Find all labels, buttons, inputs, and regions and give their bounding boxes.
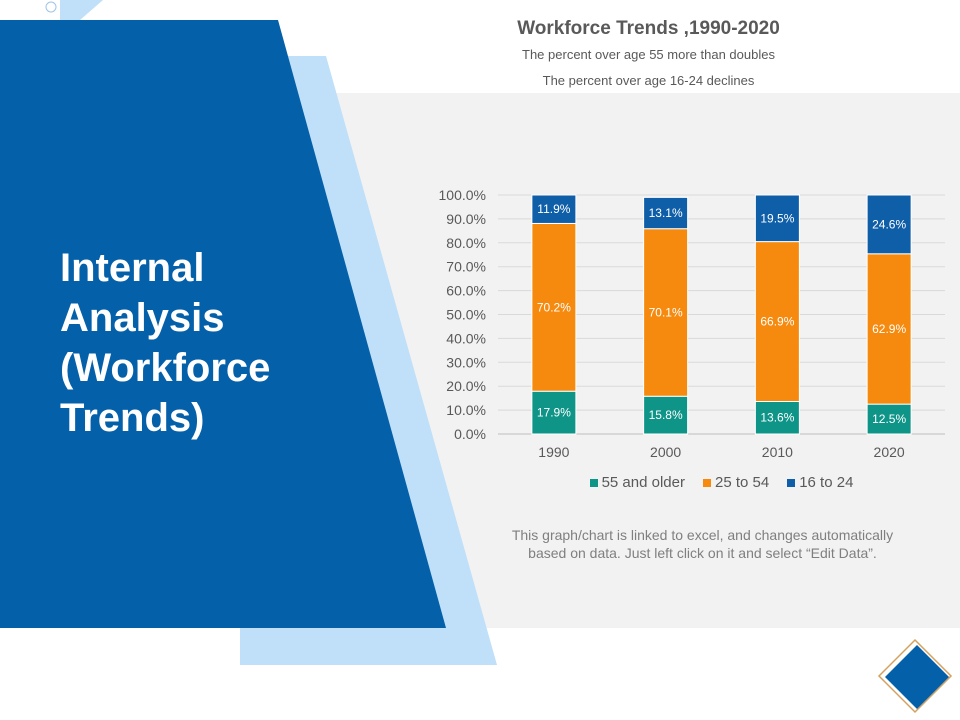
data-label: 70.2% xyxy=(537,300,571,314)
data-label: 24.6% xyxy=(872,217,906,231)
bar-segment xyxy=(531,194,577,224)
x-tick-label: 2020 xyxy=(874,444,905,460)
bar-segment xyxy=(754,400,800,435)
legend-swatch xyxy=(589,478,598,487)
bar-segment xyxy=(754,194,800,243)
y-tick-label: 50.0% xyxy=(446,307,486,323)
y-tick-label: 0.0% xyxy=(454,426,486,442)
legend-label: 16 to 24 xyxy=(799,474,854,491)
legend-label: 55 and older xyxy=(601,474,685,491)
y-tick-label: 60.0% xyxy=(446,283,486,299)
slide-title-line: Analysis xyxy=(60,296,225,340)
chart-subtitle: The percent over age 55 more than double… xyxy=(522,47,775,62)
bar-segment xyxy=(643,395,689,435)
data-label: 12.5% xyxy=(872,412,906,426)
chart-legend: 55 and older 25 to 54 16 to 24 xyxy=(498,474,945,491)
legend-swatch xyxy=(787,478,796,487)
data-label: 13.6% xyxy=(760,411,794,425)
data-label: 11.9% xyxy=(537,202,570,216)
legend-item: 55 and older xyxy=(589,474,685,491)
bar-segment xyxy=(643,196,689,230)
bar-segment xyxy=(643,228,689,397)
data-label: 13.1% xyxy=(649,206,683,220)
data-label: 19.5% xyxy=(760,211,794,225)
data-label: 17.9% xyxy=(537,406,571,420)
dark-blue-shape xyxy=(0,20,446,628)
diamond-icon xyxy=(877,638,953,714)
slide-title-line: (Workforce xyxy=(60,346,271,390)
legend-label: 25 to 54 xyxy=(714,474,770,491)
y-tick-label: 30.0% xyxy=(446,354,486,370)
slide-title: Internal Analysis (Workforce Trends) xyxy=(60,243,360,443)
data-label: 62.9% xyxy=(872,322,906,336)
data-label: 15.8% xyxy=(649,408,683,422)
y-tick-label: 10.0% xyxy=(446,402,486,418)
slide-title-line: Trends) xyxy=(60,396,205,440)
y-tick-label: 40.0% xyxy=(446,330,486,346)
bar-segment xyxy=(531,222,577,392)
y-tick-label: 90.0% xyxy=(446,211,486,227)
chart-note-line: based on data. Just left click on it and… xyxy=(528,545,877,561)
chart-note-line: This graph/chart is linked to excel, and… xyxy=(511,527,894,543)
x-tick-label: 2010 xyxy=(762,444,793,460)
y-tick-label: 100.0% xyxy=(439,187,486,203)
legend-item: 16 to 24 xyxy=(787,474,853,491)
legend-swatch xyxy=(702,478,711,487)
chart-note: This graph/chart is linked to excel, and… xyxy=(490,526,915,562)
slide-title-line: Internal xyxy=(60,246,205,290)
corner-circle-icon xyxy=(45,1,57,13)
y-tick-label: 70.0% xyxy=(446,259,486,275)
bar-segment xyxy=(531,390,577,435)
data-label: 70.1% xyxy=(649,305,683,319)
x-tick-label: 2000 xyxy=(650,444,681,460)
y-tick-label: 80.0% xyxy=(446,235,486,251)
bar-segment xyxy=(866,194,912,255)
bar-segment xyxy=(866,253,912,405)
corner-accent-shape xyxy=(60,0,103,20)
x-tick-label: 1990 xyxy=(538,444,569,460)
chart-title: Workforce Trends ,1990-2020 xyxy=(517,18,780,39)
bar-segment xyxy=(754,241,800,402)
legend-item: 25 to 54 xyxy=(702,474,770,491)
chart-subtitle: The percent over age 16-24 declines xyxy=(542,73,755,88)
bar-segment xyxy=(866,403,912,435)
data-label: 66.9% xyxy=(760,315,794,329)
y-tick-label: 20.0% xyxy=(446,378,486,394)
